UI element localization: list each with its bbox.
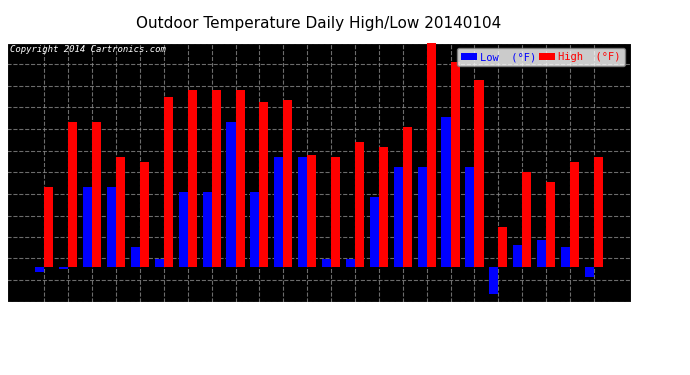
Bar [322,260,331,267]
Bar [594,157,603,267]
Bar [346,260,355,267]
Bar [570,162,579,267]
Bar [370,197,379,267]
Bar [203,192,212,267]
Bar [35,267,44,272]
Bar [465,167,475,267]
Bar [179,192,188,267]
Bar [116,157,125,267]
Bar [259,102,268,267]
Bar [107,187,116,267]
Bar [403,127,412,267]
Bar [92,122,101,267]
Bar [155,260,164,267]
Bar [59,267,68,270]
Bar [68,122,77,267]
Bar [498,227,507,267]
Bar [426,42,435,267]
Bar [212,90,221,267]
Bar [355,142,364,267]
Bar [140,162,149,267]
Bar [394,167,403,267]
Bar [298,157,307,267]
Bar [475,80,484,267]
Bar [546,182,555,267]
Bar [274,157,284,267]
Text: Copyright 2014 Cartronics.com: Copyright 2014 Cartronics.com [10,45,166,54]
Bar [131,247,140,267]
Bar [561,247,570,267]
Bar [250,192,259,267]
Bar [331,157,340,267]
Bar [513,244,522,267]
Bar [164,98,173,267]
Bar [235,90,244,267]
Legend: Low  (°F), High  (°F): Low (°F), High (°F) [457,48,625,66]
Bar [585,267,594,277]
Bar [83,187,92,267]
Text: Outdoor Temperature Daily High/Low 20140104: Outdoor Temperature Daily High/Low 20140… [137,16,502,31]
Bar [451,63,460,267]
Bar [417,167,426,267]
Bar [379,147,388,267]
Bar [307,155,316,267]
Bar [44,187,53,267]
Bar [489,267,498,294]
Bar [522,172,531,267]
Bar [537,240,546,267]
Bar [284,100,293,267]
Bar [188,90,197,267]
Bar [226,122,235,267]
Bar [442,117,451,267]
